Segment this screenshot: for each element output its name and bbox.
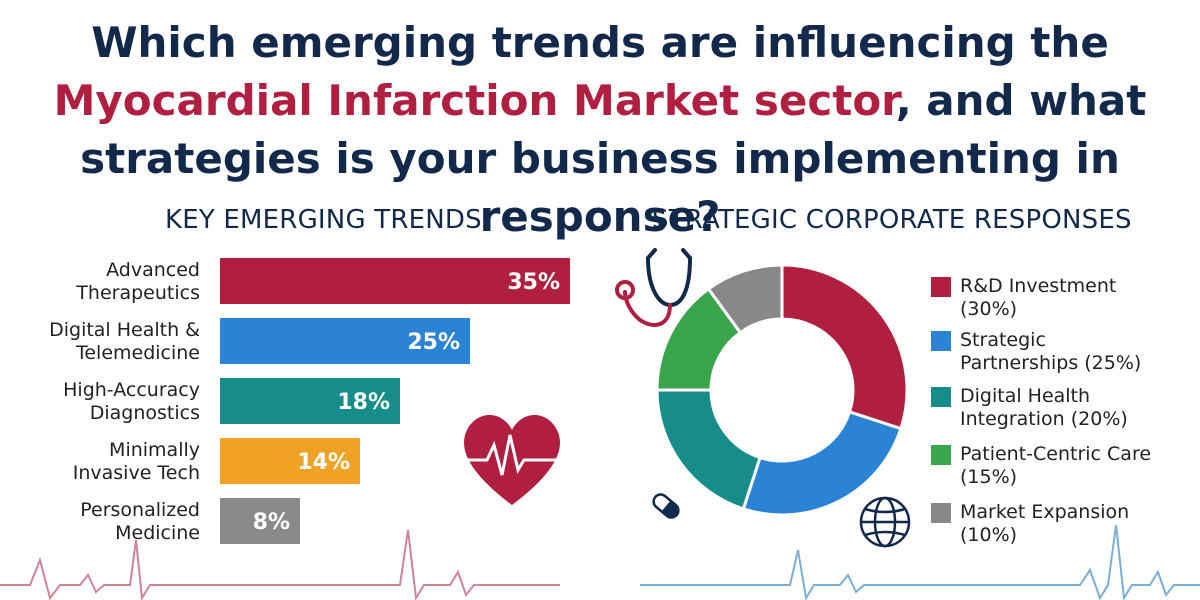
headline: Which emerging trends are influencing th… [20, 14, 1180, 246]
headline-highlight: Myocardial Infarction Market sector [53, 76, 896, 125]
donut-slice [706, 263, 784, 335]
donut-slice [741, 410, 903, 517]
heart-pulse-icon [464, 415, 560, 505]
donut-chart [655, 263, 909, 517]
ecg-line-icon [0, 524, 1200, 600]
bar-value-label: 18% [337, 390, 390, 415]
bar-category-label: High-Accuracy Diagnostics [63, 379, 200, 424]
legend-swatch-patient [931, 445, 951, 465]
pill-icon [652, 493, 680, 519]
legend-swatch-rnd [931, 277, 951, 297]
legend-item-digital: Digital Health Integration (20%) [960, 385, 1128, 430]
bar [220, 498, 300, 544]
bar-category-label: Digital Health & Telemedicine [49, 319, 200, 364]
donut-slice [655, 388, 762, 511]
globe-icon [859, 496, 911, 548]
donut-chart-title: STRATEGIC CORPORATE RESPONSES [652, 205, 1132, 235]
legend-swatch-expansion [931, 503, 951, 523]
bar-value-label: 14% [297, 450, 350, 475]
bar [220, 378, 400, 424]
bar-value-label: 8% [253, 510, 290, 535]
bar-category-label: Personalized Medicine [80, 499, 200, 544]
legend-item-partnerships: Strategic Partnerships (25%) [960, 329, 1142, 374]
legend-item-expansion: Market Expansion (10%) [960, 501, 1130, 546]
bar-value-label: 35% [507, 270, 560, 295]
legend-item-rnd: R&D Investment (30%) [960, 275, 1117, 320]
stethoscope-icon [615, 248, 692, 327]
bar-chart: 35% 25% 18% 14% 8% [220, 258, 570, 544]
bar-category-label: Minimally Invasive Tech [72, 439, 200, 484]
legend-swatch-digital [931, 387, 951, 407]
headline-part1: Which emerging trends are influencing th… [91, 18, 1109, 67]
bar-chart-title: KEY EMERGING TRENDS [165, 205, 482, 235]
bar [220, 438, 360, 484]
headline-part2: , and what strategies is your business i… [80, 76, 1147, 241]
bar-value-label: 25% [407, 330, 460, 355]
bar-category-label: Advanced Therapeutics [76, 259, 200, 304]
bar [220, 318, 470, 364]
legend-item-patient: Patient-Centric Care (15%) [960, 443, 1152, 488]
legend-swatch-partnerships [931, 331, 951, 351]
bar [220, 258, 570, 304]
donut-slice [780, 263, 909, 431]
